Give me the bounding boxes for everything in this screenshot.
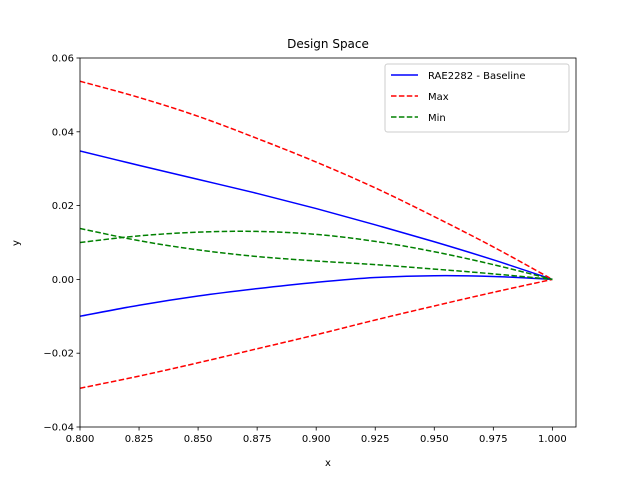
x-tick-label: 1.000	[538, 434, 567, 445]
y-tick-label: 0.02	[52, 201, 74, 212]
y-tick-label: 0.06	[52, 54, 74, 65]
series-line-min-4	[80, 230, 553, 281]
x-tick-label: 0.850	[184, 434, 213, 445]
x-tick-label: 0.975	[479, 434, 508, 445]
chart-title: Design Space	[287, 37, 369, 51]
axes: 0.800 0.825 0.850 0.875 0.900 0.925 0.950 0.975…	[43, 54, 577, 445]
axes-frame	[79, 57, 577, 428]
y-tick-label: −0.04	[43, 423, 74, 434]
x-tick-label: 0.825	[125, 434, 154, 445]
y-axis-label: y	[11, 240, 22, 246]
series-line-max-3	[80, 278, 553, 389]
legend: RAE2282 - Baseline Max Min	[384, 63, 570, 133]
x-tick-label: 0.925	[361, 434, 390, 445]
legend-label: Min	[428, 113, 446, 124]
x-tick-label: 0.800	[66, 434, 95, 445]
series-line-max-2	[80, 80, 553, 281]
legend-box	[384, 63, 570, 133]
series-line-min-5	[80, 227, 553, 281]
y-tick-label: 0.00	[52, 275, 74, 286]
plot-area	[80, 80, 553, 389]
x-tick-label: 0.900	[302, 434, 331, 445]
series-line-rae2282-baseline-1	[80, 274, 553, 318]
x-axis-label: x	[325, 458, 331, 469]
x-tick-label: 0.950	[420, 434, 449, 445]
y-tick-label: −0.02	[43, 349, 74, 360]
x-tick-label: 0.875	[243, 434, 272, 445]
legend-label: RAE2282 - Baseline	[428, 71, 526, 82]
legend-label: Max	[428, 92, 449, 103]
series-line-rae2282-baseline-0	[80, 150, 553, 281]
y-tick-label: 0.04	[52, 127, 74, 138]
